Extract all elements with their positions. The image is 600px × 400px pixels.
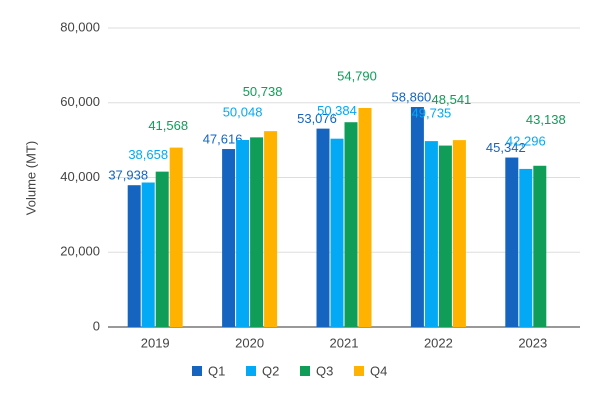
- bar: [236, 139, 250, 327]
- y-tick-label: 80,000: [60, 19, 100, 34]
- data-label: 38,658: [128, 147, 168, 162]
- x-tick-label: 2019: [141, 335, 170, 350]
- bar: [169, 147, 183, 327]
- legend-swatch: [354, 366, 364, 376]
- bar: [344, 122, 358, 327]
- legend-label: Q3: [316, 363, 333, 378]
- bar: [358, 107, 372, 327]
- x-tick-label: 2022: [424, 335, 453, 350]
- data-label: 48,541: [432, 92, 472, 107]
- legend-swatch: [192, 366, 202, 376]
- data-label: 54,790: [337, 69, 377, 84]
- bar: [155, 171, 169, 327]
- y-tick-label: 60,000: [60, 94, 100, 109]
- y-axis-title: Volume (MT): [23, 141, 38, 215]
- data-label: 37,938: [108, 168, 148, 183]
- data-label: 58,860: [392, 89, 432, 104]
- legend-label: Q1: [208, 363, 225, 378]
- legend-swatch: [246, 366, 256, 376]
- data-label: 45,342: [486, 140, 526, 155]
- x-tick-label: 2023: [518, 335, 547, 350]
- legend-label: Q4: [370, 363, 387, 378]
- bar: [410, 107, 424, 328]
- bar: [127, 185, 141, 327]
- data-label: 47,616: [203, 131, 243, 146]
- bar: [316, 128, 330, 327]
- bar: [250, 137, 264, 327]
- bar: [264, 131, 278, 327]
- x-tick-label: 2021: [330, 335, 359, 350]
- x-tick-label: 2020: [235, 335, 264, 350]
- data-label: 42,296: [506, 133, 546, 148]
- y-tick-label: 40,000: [60, 169, 100, 184]
- data-label: 41,568: [148, 118, 188, 133]
- bar: [438, 145, 452, 327]
- bar: [452, 140, 466, 327]
- bar: [519, 168, 533, 327]
- data-label: 43,138: [526, 112, 566, 127]
- legend-swatch: [300, 366, 310, 376]
- data-label: 49,735: [412, 106, 452, 121]
- data-label: 50,048: [223, 104, 263, 119]
- bar: [141, 182, 155, 327]
- bar: [424, 141, 438, 327]
- data-label: 53,076: [297, 111, 337, 126]
- y-tick-label: 0: [93, 318, 100, 333]
- legend-label: Q2: [262, 363, 279, 378]
- data-label: 50,738: [243, 84, 283, 99]
- y-tick-label: 20,000: [60, 244, 100, 259]
- data-label: 50,384: [317, 103, 357, 118]
- bar: [533, 165, 547, 327]
- bar: [222, 149, 236, 327]
- bar: [505, 157, 519, 327]
- bar: [330, 138, 344, 327]
